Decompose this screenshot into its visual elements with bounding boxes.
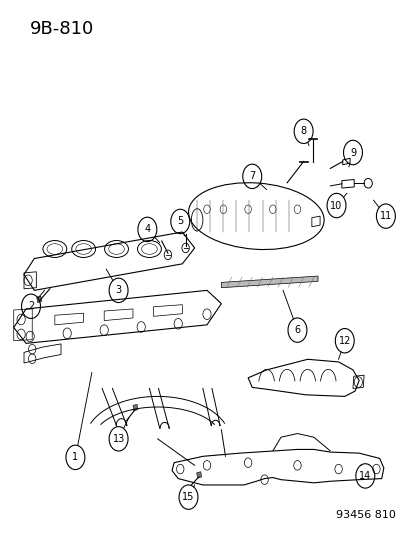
Text: 5: 5 [177,216,183,227]
Text: 15: 15 [182,492,194,502]
Text: 4: 4 [144,224,150,235]
Text: 11: 11 [379,211,391,221]
Text: 12: 12 [338,336,350,346]
Polygon shape [196,472,201,478]
Text: 13: 13 [112,434,124,444]
Text: 6: 6 [294,325,300,335]
Text: 8: 8 [300,126,306,136]
Polygon shape [37,296,42,303]
Text: 93456 810: 93456 810 [335,510,395,520]
Text: 9: 9 [349,148,355,158]
Text: 2: 2 [28,301,34,311]
Text: 1: 1 [72,453,78,463]
Text: 9B-810: 9B-810 [30,20,94,38]
Polygon shape [221,276,317,288]
Text: 3: 3 [115,285,121,295]
Polygon shape [133,405,138,411]
Text: 7: 7 [249,172,255,181]
Text: 14: 14 [358,471,370,481]
Text: 10: 10 [330,200,342,211]
